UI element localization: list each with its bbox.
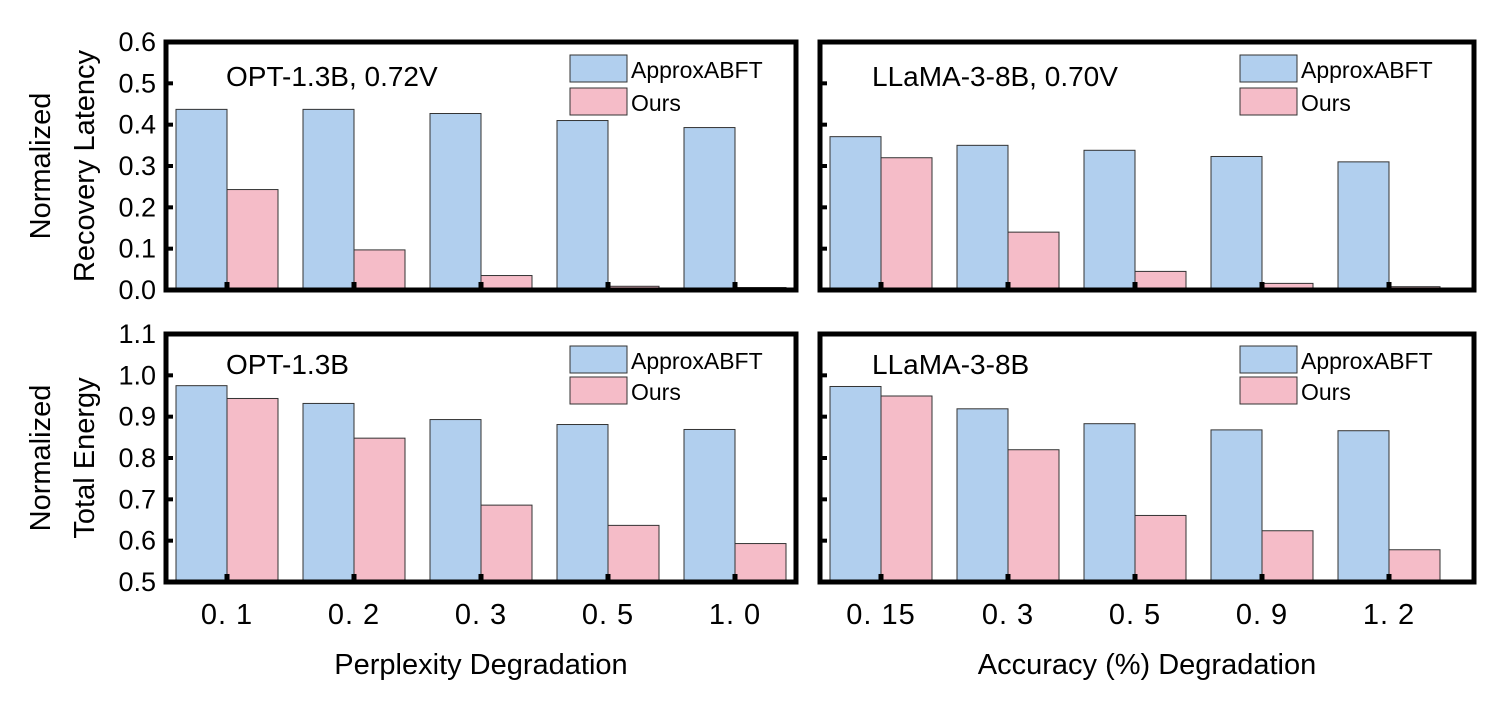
bar-approxabft-1 [829,136,882,291]
y-tick-label: 0.5 [118,567,156,597]
y-axis-title-line: Normalized [25,385,57,532]
x-tick-label: 1. 0 [709,599,761,631]
bar-ours-5 [1388,549,1441,583]
panel-title: OPT-1.3B [226,349,349,380]
bar-ours-4 [1261,530,1314,583]
bar-approxabft-1 [175,385,228,583]
panel-title: LLaMA-3-8B [872,349,1029,380]
y-tick-label: 0.9 [118,402,156,432]
bar-approxabft-5 [1337,430,1390,583]
legend-label-approxabft: ApproxABFT [631,348,763,374]
bar-approxabft-2 [302,402,355,583]
bar-approxabft-4 [556,120,609,291]
y-tick-label: 0.6 [118,526,156,556]
y-tick-label: 0.8 [118,443,156,473]
bar-approxabft-5 [1337,161,1390,291]
bar-ours-3 [1134,270,1187,291]
legend-swatch-ours [569,376,628,405]
legend-swatch-ours [1239,87,1298,116]
x-tick-label: 0. 9 [1236,599,1288,631]
legend-swatch-approxabft [1239,54,1298,83]
legend-label-ours: Ours [1301,379,1351,405]
bar-approxabft-1 [175,108,228,291]
bar-ours-2 [1007,449,1060,583]
y-axis-title-line: Recovery Latency [69,49,101,282]
panel-title: LLaMA-3-8B, 0.70V [872,61,1118,92]
x-tick-label: 0. 3 [455,599,507,631]
x-tick-label: 0. 3 [982,599,1034,631]
bar-approxabft-3 [1083,149,1136,291]
bar-ours-2 [353,249,406,291]
chart-panel-opt-latency: 0.0 0.1 0.2 0.3 0.4 0.5 0.6 OPT-1.3B, 0.72V Appr… [25,27,799,305]
legend-label-ours: Ours [631,90,681,116]
y-tick-label: 1.1 [118,319,156,349]
y-tick-label: 0.5 [118,68,156,98]
x-tick-label: 0. 5 [582,599,634,631]
panel-title: OPT-1.3B, 0.72V [226,61,438,92]
bar-ours-3 [1134,514,1187,583]
legend-swatch-approxabft [569,345,628,374]
legend-label-approxabft: ApproxABFT [1301,57,1433,83]
legend-label-ours: Ours [631,379,681,405]
y-axis-title: Normalized Recovery Latency [25,49,101,282]
bar-ours-1 [226,397,279,583]
y-axis-title: Normalized Total Energy [25,377,101,539]
x-tick-label: 0. 1 [201,599,253,631]
legend-swatch-approxabft [569,54,628,83]
bar-ours-1 [880,157,933,291]
bar-ours-2 [1007,231,1060,291]
y-tick-label: 0.1 [118,234,156,264]
bar-ours-4 [607,524,660,583]
legend-swatch-approxabft [1239,345,1298,374]
chart-panel-llama-energy: 0. 15 0. 3 0. 5 0. 9 1. 2 LLaMA-3-8B ApproxABF… [817,331,1477,681]
y-tick-label: 0.4 [118,110,156,140]
bar-ours-2 [353,437,406,583]
bar-approxabft-4 [1210,155,1263,291]
bar-approxabft-5 [683,127,736,291]
y-tick-label: 0.6 [118,27,156,57]
bar-ours-1 [880,395,933,583]
y-tick-label: 0.0 [118,275,156,305]
y-tick-label: 0.7 [118,484,156,514]
legend-swatch-ours [569,87,628,116]
x-axis-title: Perplexity Degradation [334,649,627,681]
y-tick-label: 0.2 [118,192,156,222]
bar-ours-1 [226,189,279,291]
legend-label-approxabft: ApproxABFT [1301,348,1433,374]
bar-ours-5 [734,543,787,583]
chart-panel-llama-latency: LLaMA-3-8B, 0.70V ApproxABFT Ours [817,39,1477,293]
legend-label-approxabft: ApproxABFT [631,57,763,83]
bar-approxabft-3 [429,419,482,583]
x-tick-label: 0. 15 [846,599,916,631]
bar-approxabft-5 [683,428,736,583]
y-tick-label: 0.3 [118,151,156,181]
bar-approxabft-2 [956,408,1009,583]
bar-ours-3 [480,504,533,583]
y-axis-title-line: Normalized [25,93,57,240]
bar-approxabft-3 [429,113,482,291]
x-axis-title: Accuracy (%) Degradation [978,649,1316,681]
x-tick-label: 0. 2 [328,599,380,631]
bar-approxabft-3 [1083,423,1136,583]
bar-approxabft-4 [1210,429,1263,583]
bar-approxabft-2 [302,108,355,291]
legend-label-ours: Ours [1301,90,1351,116]
bar-approxabft-4 [556,424,609,583]
chart-panel-opt-energy: 0.5 0.6 0.7 0.8 0.9 1.0 1.1 0. 1 0. 2 0. 3 0. 5 1. … [25,319,799,681]
y-tick-label: 1.0 [118,360,156,390]
x-tick-label: 1. 2 [1363,599,1415,631]
legend-swatch-ours [1239,376,1298,405]
y-axis-title-line: Total Energy [69,377,101,539]
bar-approxabft-1 [829,385,882,583]
x-tick-label: 0. 5 [1109,599,1161,631]
bar-approxabft-2 [956,144,1009,291]
